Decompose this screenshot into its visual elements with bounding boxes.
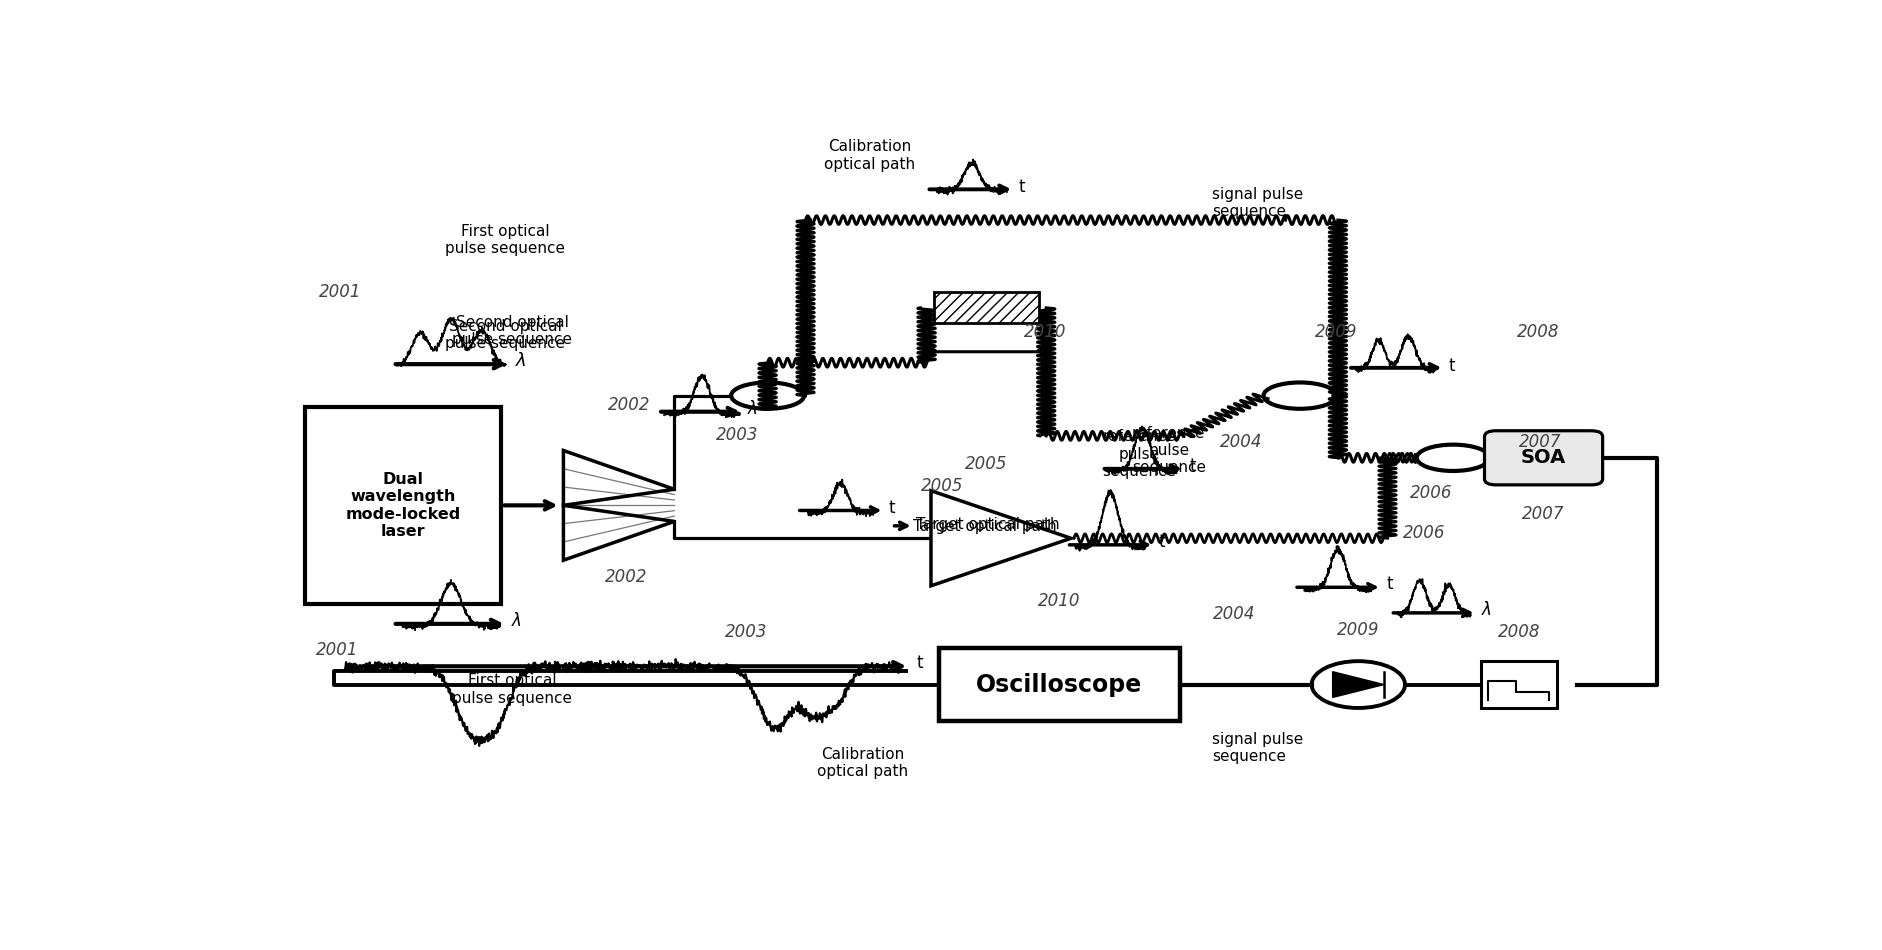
Text: 2002: 2002 [604, 568, 647, 586]
Text: t: t [917, 655, 922, 673]
Text: 2002: 2002 [608, 396, 651, 414]
Text: First optical
pulse sequence: First optical pulse sequence [452, 674, 572, 706]
Polygon shape [1332, 672, 1383, 697]
Text: SOA: SOA [1521, 448, 1566, 467]
Text: 2007: 2007 [1519, 433, 1562, 451]
Text: reference
pulse
sequence: reference pulse sequence [1103, 429, 1176, 479]
Text: $\lambda$: $\lambda$ [1481, 601, 1492, 619]
FancyBboxPatch shape [305, 407, 501, 604]
Text: Target optical path: Target optical path [913, 519, 1058, 534]
Text: 2008: 2008 [1498, 623, 1539, 641]
Text: Target optical path: Target optical path [917, 518, 1060, 533]
Text: 2007: 2007 [1523, 504, 1564, 523]
Text: signal pulse
sequence: signal pulse sequence [1212, 187, 1304, 219]
Text: $\lambda$: $\lambda$ [747, 400, 758, 418]
Text: t: t [1449, 357, 1455, 374]
Text: 2008: 2008 [1517, 323, 1558, 341]
Text: Calibration
optical path: Calibration optical path [824, 140, 915, 172]
Text: Dual
wavelength
mode-locked
laser: Dual wavelength mode-locked laser [346, 472, 461, 539]
Text: 2006: 2006 [1410, 484, 1453, 502]
Text: 2006: 2006 [1402, 524, 1445, 542]
Text: 2010: 2010 [1024, 323, 1065, 341]
FancyBboxPatch shape [933, 293, 1039, 323]
Text: 2005: 2005 [922, 477, 964, 495]
Text: 2010: 2010 [1039, 592, 1080, 610]
Text: 2005: 2005 [965, 455, 1007, 473]
Text: $\lambda$: $\lambda$ [510, 612, 521, 630]
Text: Second optical
pulse sequence: Second optical pulse sequence [452, 315, 572, 348]
Text: 2009: 2009 [1316, 323, 1357, 341]
Text: 2001: 2001 [320, 283, 361, 301]
Text: 2003: 2003 [725, 623, 768, 641]
Text: signal pulse
sequence: signal pulse sequence [1212, 732, 1304, 765]
FancyBboxPatch shape [1481, 661, 1556, 709]
Text: t: t [1189, 457, 1195, 475]
Text: 2009: 2009 [1336, 621, 1380, 638]
Text: 2004: 2004 [1214, 605, 1255, 623]
FancyBboxPatch shape [1485, 430, 1603, 484]
Text: t: t [1159, 533, 1165, 551]
Text: Calibration
optical path: Calibration optical path [817, 747, 907, 779]
Text: 2003: 2003 [715, 426, 758, 444]
Text: t: t [888, 499, 896, 517]
Text: reference
pulse
sequence: reference pulse sequence [1131, 426, 1206, 475]
Text: 2001: 2001 [316, 641, 359, 659]
Text: 2004: 2004 [1220, 433, 1263, 451]
Text: Oscilloscope: Oscilloscope [977, 673, 1142, 696]
Text: t: t [1385, 576, 1393, 594]
Text: t: t [1018, 179, 1026, 197]
Text: $\lambda$: $\lambda$ [516, 352, 527, 370]
FancyBboxPatch shape [939, 648, 1180, 721]
Text: First optical
pulse sequence: First optical pulse sequence [444, 223, 565, 256]
Text: Second optical
pulse sequence: Second optical pulse sequence [444, 318, 565, 352]
